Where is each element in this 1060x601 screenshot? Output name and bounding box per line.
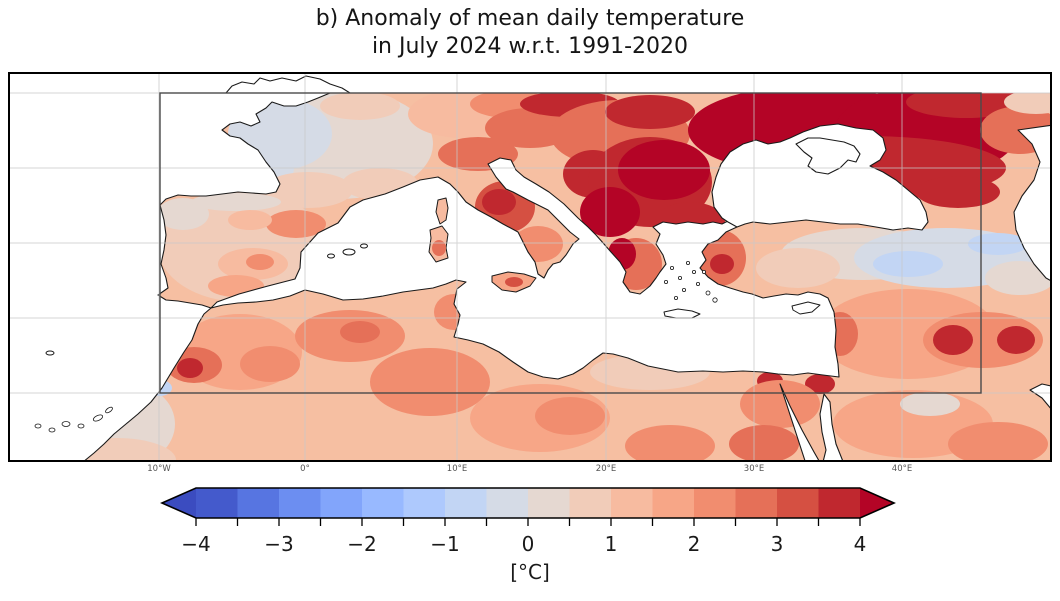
colorbar-tick-label: −2 (347, 532, 377, 556)
contour-blob (618, 140, 710, 200)
longitude-tick-label: 40°E (891, 464, 913, 474)
persian-gulf (1029, 383, 1052, 411)
colorbar-segment (818, 488, 861, 518)
colorbar-segment (486, 488, 529, 518)
colorbar-over-arrow (860, 488, 894, 518)
contour-blob (985, 261, 1052, 295)
contour-blob (370, 348, 490, 416)
contour-blob (997, 326, 1035, 354)
colorbar-tick-label: 1 (604, 532, 618, 556)
title-line-2: in July 2024 w.r.t. 1991-2020 (371, 34, 689, 59)
colorbar-segment (445, 488, 488, 518)
colorbar-segment (528, 488, 571, 518)
longitude-tick-label: 0° (300, 464, 310, 474)
atlantic-sea (8, 93, 330, 462)
contour-blob (900, 392, 960, 416)
contour-blob (1004, 90, 1052, 114)
north-mask (8, 72, 1052, 93)
colorbar-unit-label: [°C] (510, 560, 550, 584)
contour-blob (729, 425, 799, 462)
colorbar-segment (611, 488, 654, 518)
contour-blob (340, 321, 380, 343)
colorbar-canvas (160, 487, 896, 526)
contour-blob (535, 397, 605, 435)
contour-blob (605, 95, 695, 129)
colorbar-tick-label: 2 (687, 532, 701, 556)
islands-layer (34, 197, 821, 433)
contour-blob (228, 210, 272, 230)
map-canvas (8, 72, 1052, 462)
contour-blob (740, 380, 820, 428)
longitude-tick-label: 20°E (595, 464, 617, 474)
colorbar-under-arrow (162, 488, 196, 518)
contour-blob (263, 172, 353, 208)
island-crete (663, 308, 701, 319)
contour-blob (805, 374, 835, 394)
domain-box (159, 92, 982, 394)
contour-blob (710, 254, 734, 274)
colorbar-segment (196, 488, 239, 518)
island-sicily-red-patch (505, 277, 523, 287)
contour-blob (266, 210, 326, 238)
contour-blob (906, 86, 1026, 118)
colorbar-segment (362, 488, 405, 518)
contour-blob (320, 92, 400, 120)
colorbar-segment (777, 488, 820, 518)
contour-blob (933, 325, 973, 355)
colorbar-segment (403, 488, 446, 518)
canary-islands (34, 406, 113, 433)
colorbar-tick-label: 4 (853, 532, 867, 556)
caspian-sea (1013, 124, 1052, 283)
map-frame (8, 72, 1052, 462)
longitude-tick-label: 10°W (147, 464, 171, 474)
contour-blob (948, 422, 1048, 462)
island-mallorca (342, 248, 356, 256)
colorbar-segment (320, 488, 363, 518)
colorbar-tick-labels: −4 −3 −2 −1 0 1 2 3 4 (0, 532, 1060, 558)
colorbar-segment (237, 488, 280, 518)
colorbar-segment (735, 488, 778, 518)
contour-blob (177, 358, 203, 378)
contour-blob (968, 233, 1028, 255)
contour-blob (482, 189, 516, 215)
page-title: b) Anomaly of mean daily temperature in … (0, 5, 1060, 61)
black-sea (711, 123, 929, 231)
contour-blob (191, 193, 281, 211)
longitude-tick-label: 30°E (743, 464, 765, 474)
colorbar (0, 486, 1060, 532)
red-sea (779, 383, 844, 462)
atlantic-coastline (82, 92, 331, 462)
island-corsica (435, 197, 449, 225)
england-coastline (225, 75, 351, 94)
island-sardinia-red-patch (432, 240, 446, 256)
mediterranean-sea (210, 157, 840, 380)
contour-blob (916, 176, 1000, 208)
map-border (8, 72, 1052, 462)
colorbar-tick-label: −4 (181, 532, 211, 556)
colorbar-tick-label: 3 (770, 532, 784, 556)
contour-blob (240, 346, 300, 382)
contour-blob (625, 425, 715, 462)
contour-blob (246, 254, 274, 270)
crimea-outline (795, 137, 861, 175)
island-menorca (360, 243, 368, 249)
colorbar-segment (652, 488, 695, 518)
contour-blob (580, 187, 640, 237)
colorbar-segment (569, 488, 612, 518)
colorbar-tick-label: −3 (264, 532, 294, 556)
island-madeira (45, 350, 55, 356)
contour-blob (873, 251, 943, 277)
title-line-1: b) Anomaly of mean daily temperature (315, 6, 745, 31)
longitude-tick-label: 10°E (446, 464, 468, 474)
colorbar-tick-label: −1 (430, 532, 460, 556)
island-ibiza (327, 253, 335, 259)
island-cyprus (791, 301, 821, 315)
colorbar-segment (279, 488, 322, 518)
aegean-islands (664, 260, 718, 303)
colorbar-tick-label: 0 (521, 532, 535, 556)
longitude-axis: 10°W 0° 10°E 20°E 30°E 40°E (0, 464, 1060, 478)
colorbar-segment (694, 488, 737, 518)
contour-blob (756, 248, 840, 288)
